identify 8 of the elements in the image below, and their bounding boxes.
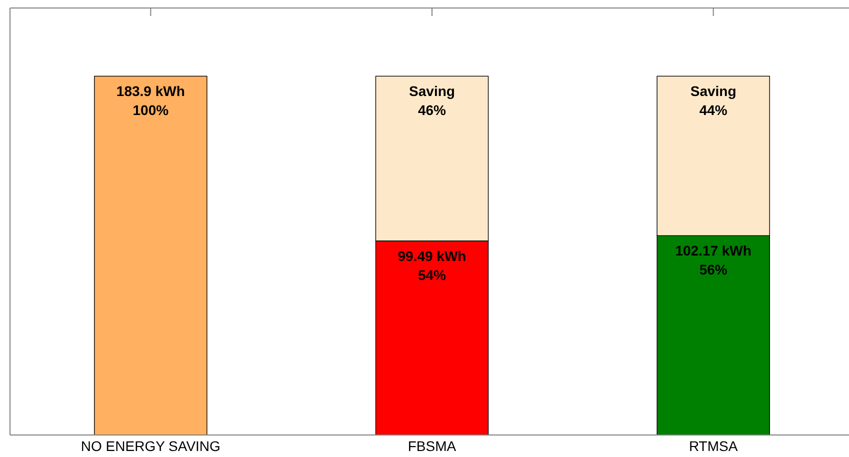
data-label: 102.17 kWh 56% bbox=[675, 242, 752, 278]
data-label: 99.49 kWh 54% bbox=[398, 248, 466, 283]
data-label: Saving 46% bbox=[409, 83, 455, 118]
data-label: 183.9 kWh 100% bbox=[116, 83, 185, 118]
data-label: Saving 44% bbox=[690, 83, 736, 118]
x-tick-label: FBSMA bbox=[408, 438, 457, 454]
x-tick-label: RTMSA bbox=[688, 438, 738, 454]
x-tick-label: NO ENERGY SAVING bbox=[80, 438, 220, 454]
